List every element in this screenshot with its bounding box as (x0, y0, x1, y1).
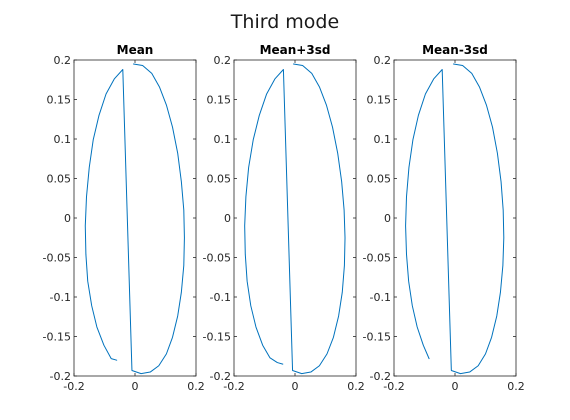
figure-title: Third mode (230, 11, 339, 33)
subplot-3: Mean-3sd 0.2 0.15 0.1 0.05 0 -0.05 -0.1 -0.15 -0.… (363, 43, 525, 393)
x-tick-label: 0 (452, 380, 459, 393)
y-tick-label: -0.05 (363, 252, 391, 265)
shape-outline-series (244, 63, 346, 375)
y-tick-label: -0.15 (43, 331, 71, 344)
y-tick-label: -0.1 (50, 291, 71, 304)
y-tick-label: -0.1 (210, 291, 231, 304)
y-tick-label: -0.15 (363, 331, 391, 344)
y-tick-label: 0.05 (47, 173, 72, 186)
y-tick-label: 0 (384, 212, 391, 225)
x-tick-label: 0 (132, 380, 139, 393)
x-tick-label: -0.2 (223, 380, 244, 393)
y-tick-label: 0.15 (207, 94, 232, 107)
y-tick-label: -0.05 (43, 252, 71, 265)
y-tick-label: 0.1 (374, 133, 392, 146)
x-tick-label: 0.2 (187, 380, 205, 393)
y-tick-label: -0.05 (203, 252, 231, 265)
subplot-1: Mean 0.2 0.15 0.1 0.05 0 -0.05 -0.1 -0.15 -0.2-0.… (43, 43, 205, 393)
y-tick-label: 0.1 (214, 133, 232, 146)
y-tick-label: 0.2 (54, 54, 72, 67)
y-tick-label: 0.05 (207, 173, 232, 186)
y-tick-label: -0.2 (210, 370, 231, 383)
shape-outline-series (84, 63, 185, 375)
shape-outline-series (405, 63, 505, 375)
x-tick-label: -0.2 (63, 380, 84, 393)
subplot-title: Mean-3sd (422, 43, 488, 57)
x-tick-label: -0.2 (383, 380, 404, 393)
y-tick-label: -0.2 (370, 370, 391, 383)
x-tick-label: 0.2 (507, 380, 525, 393)
subplot-title: Mean+3sd (260, 43, 331, 57)
y-tick-label: 0.05 (367, 173, 392, 186)
subplot-title: Mean (117, 43, 154, 57)
axes-layer: Mean0.20.150.10.050-0.05-0.1-0.15-0.2-0.… (43, 43, 525, 393)
y-tick-label: 0.2 (214, 54, 232, 67)
axes-frame (393, 59, 517, 377)
y-tick-label: -0.15 (203, 331, 231, 344)
y-tick-label: 0.1 (54, 133, 72, 146)
axes-frame (233, 59, 357, 377)
y-tick-label: 0.2 (374, 54, 392, 67)
x-tick-label: 0.2 (347, 380, 365, 393)
y-tick-label: 0 (64, 212, 71, 225)
y-tick-label: -0.1 (370, 291, 391, 304)
y-tick-label: -0.2 (50, 370, 71, 383)
subplot-2: Mean+3sd 0.2 0.15 0.1 0.05 0 -0.05 -0.1 -0.15 -0.… (203, 43, 365, 393)
y-tick-label: 0.15 (47, 94, 72, 107)
y-tick-label: 0 (224, 212, 231, 225)
y-tick-label: 0.15 (367, 94, 392, 107)
axes-frame (73, 59, 197, 377)
x-tick-label: 0 (292, 380, 299, 393)
